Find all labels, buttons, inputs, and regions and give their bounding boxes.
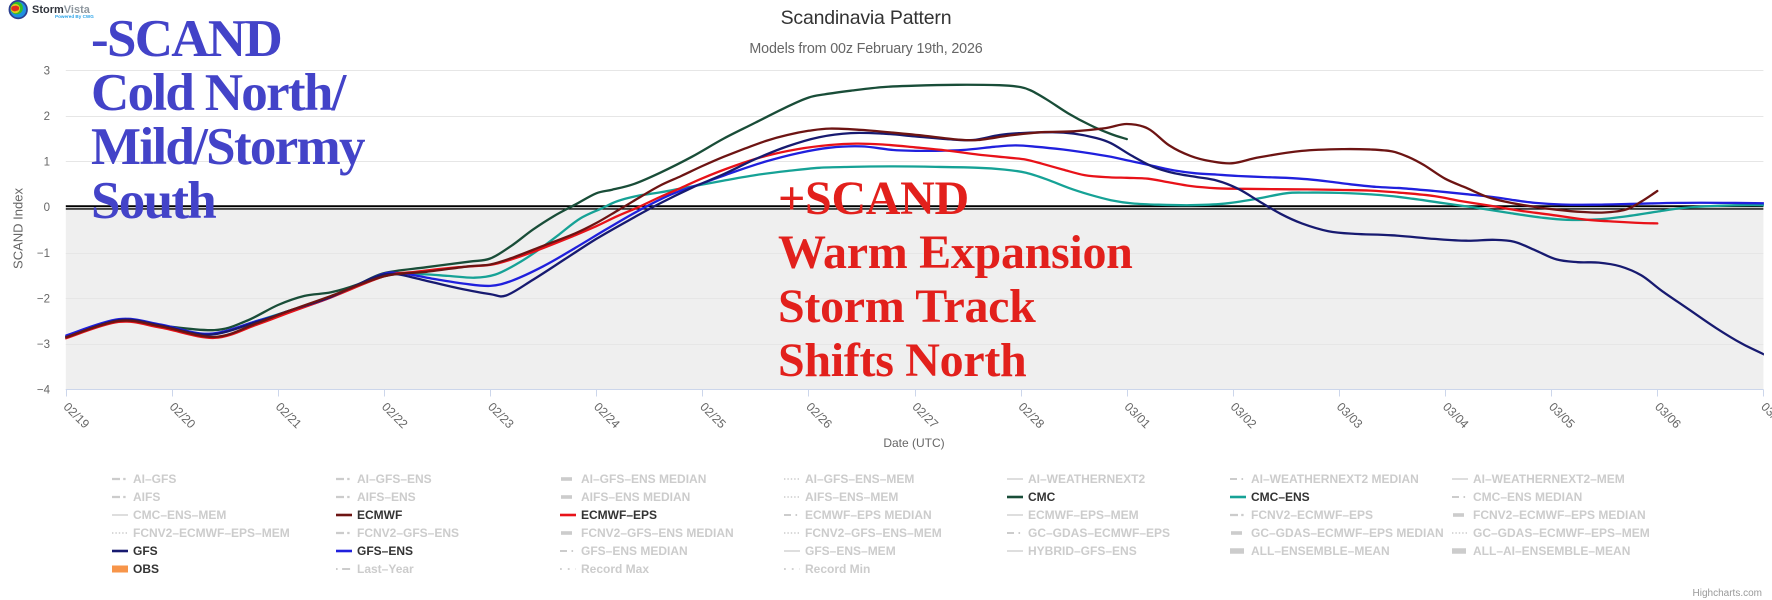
svg-text:GFS–ENS–MEM: GFS–ENS–MEM	[805, 544, 896, 558]
svg-text:GFS–ENS: GFS–ENS	[357, 544, 413, 558]
svg-text:HYBRID–GFS–ENS: HYBRID–GFS–ENS	[1028, 544, 1137, 558]
svg-text:FCNV2–ECMWF–EPS–MEM: FCNV2–ECMWF–EPS–MEM	[133, 526, 290, 540]
svg-text:0: 0	[44, 202, 50, 214]
svg-text:03/06: 03/06	[1652, 400, 1684, 432]
svg-text:FCNV2–GFS–ENS MEDIAN: FCNV2–GFS–ENS MEDIAN	[581, 526, 734, 540]
svg-text:AI–WEATHERNEXT2: AI–WEATHERNEXT2	[1028, 472, 1145, 486]
svg-text:StormVista: StormVista	[32, 4, 91, 16]
svg-text:03/04: 03/04	[1440, 400, 1472, 432]
svg-text:ECMWF: ECMWF	[357, 508, 402, 522]
svg-text:AIFS–ENS MEDIAN: AIFS–ENS MEDIAN	[581, 490, 690, 504]
svg-text:AIFS–ENS: AIFS–ENS	[357, 490, 416, 504]
svg-text:ECMWF–EPS: ECMWF–EPS	[581, 508, 657, 522]
svg-text:−2: −2	[37, 293, 50, 305]
svg-text:−1: −1	[37, 248, 50, 260]
svg-text:FCNV2–GFS–ENS: FCNV2–GFS–ENS	[357, 526, 459, 540]
svg-text:02/27: 02/27	[909, 400, 941, 432]
svg-text:Scandinavia Pattern: Scandinavia Pattern	[781, 7, 952, 29]
svg-text:3: 3	[44, 65, 50, 77]
svg-text:OBS: OBS	[133, 562, 159, 576]
svg-text:GC–GDAS–ECMWF–EPS–MEM: GC–GDAS–ECMWF–EPS–MEM	[1473, 526, 1650, 540]
svg-text:AI–WEATHERNEXT2 MEDIAN: AI–WEATHERNEXT2 MEDIAN	[1251, 472, 1419, 486]
svg-text:CMC–ENS–MEM: CMC–ENS–MEM	[133, 508, 226, 522]
svg-text:02/26: 02/26	[803, 400, 835, 432]
svg-text:Date (UTC): Date (UTC)	[883, 436, 944, 450]
svg-text:−3: −3	[37, 339, 50, 351]
svg-text:02/22: 02/22	[379, 400, 411, 432]
svg-text:02/24: 02/24	[591, 400, 623, 432]
svg-text:SCAND Index: SCAND Index	[11, 188, 26, 269]
svg-text:CMC: CMC	[1028, 490, 1056, 504]
svg-text:02/19: 02/19	[61, 400, 93, 432]
svg-text:GC–GDAS–ECMWF–EPS: GC–GDAS–ECMWF–EPS	[1028, 526, 1170, 540]
svg-text:02/28: 02/28	[1016, 400, 1048, 432]
svg-text:Record Min: Record Min	[805, 562, 870, 576]
svg-text:03/01: 03/01	[1122, 400, 1154, 432]
svg-text:GFS: GFS	[133, 544, 158, 558]
svg-text:Models from 00z February 19th,: Models from 00z February 19th, 2026	[749, 41, 982, 57]
svg-text:Powered By CWG: Powered By CWG	[55, 14, 94, 19]
svg-text:CMC–ENS: CMC–ENS	[1251, 490, 1310, 504]
svg-text:03/02: 03/02	[1228, 400, 1260, 432]
svg-text:ECMWF–EPS–MEM: ECMWF–EPS–MEM	[1028, 508, 1139, 522]
svg-text:ALL–ENSEMBLE–MEAN: ALL–ENSEMBLE–MEAN	[1251, 544, 1390, 558]
svg-text:02/20: 02/20	[167, 400, 199, 432]
svg-text:ALL–AI–ENSEMBLE–MEAN: ALL–AI–ENSEMBLE–MEAN	[1473, 544, 1630, 558]
svg-text:ECMWF–EPS MEDIAN: ECMWF–EPS MEDIAN	[805, 508, 932, 522]
svg-text:2: 2	[44, 111, 50, 123]
svg-text:FCNV2–ECMWF–EPS: FCNV2–ECMWF–EPS	[1251, 508, 1373, 522]
svg-text:−4: −4	[37, 385, 51, 397]
svg-text:02/21: 02/21	[273, 400, 305, 432]
svg-text:AI–GFS: AI–GFS	[133, 472, 176, 486]
svg-text:03/07: 03/07	[1758, 400, 1772, 432]
svg-text:1: 1	[44, 157, 50, 169]
svg-text:Record Max: Record Max	[581, 562, 649, 576]
svg-text:AIFS–ENS–MEM: AIFS–ENS–MEM	[805, 490, 898, 504]
svg-text:02/25: 02/25	[697, 400, 729, 432]
svg-text:AI–GFS–ENS–MEM: AI–GFS–ENS–MEM	[805, 472, 914, 486]
svg-text:Last–Year: Last–Year	[357, 562, 414, 576]
svg-text:GFS–ENS MEDIAN: GFS–ENS MEDIAN	[581, 544, 688, 558]
svg-text:03/05: 03/05	[1546, 400, 1578, 432]
svg-text:AI–GFS–ENS MEDIAN: AI–GFS–ENS MEDIAN	[581, 472, 706, 486]
svg-text:AIFS: AIFS	[133, 490, 160, 504]
svg-text:AI–WEATHERNEXT2–MEM: AI–WEATHERNEXT2–MEM	[1473, 472, 1625, 486]
svg-text:GC–GDAS–ECMWF–EPS MEDIAN: GC–GDAS–ECMWF–EPS MEDIAN	[1251, 526, 1444, 540]
svg-text:03/03: 03/03	[1334, 400, 1366, 432]
svg-text:CMC–ENS MEDIAN: CMC–ENS MEDIAN	[1473, 490, 1582, 504]
svg-text:AI–GFS–ENS: AI–GFS–ENS	[357, 472, 432, 486]
svg-text:FCNV2–ECMWF–EPS MEDIAN: FCNV2–ECMWF–EPS MEDIAN	[1473, 508, 1646, 522]
svg-text:FCNV2–GFS–ENS–MEM: FCNV2–GFS–ENS–MEM	[805, 526, 942, 540]
svg-text:Highcharts.com: Highcharts.com	[1693, 588, 1762, 599]
svg-text:02/23: 02/23	[485, 400, 517, 432]
